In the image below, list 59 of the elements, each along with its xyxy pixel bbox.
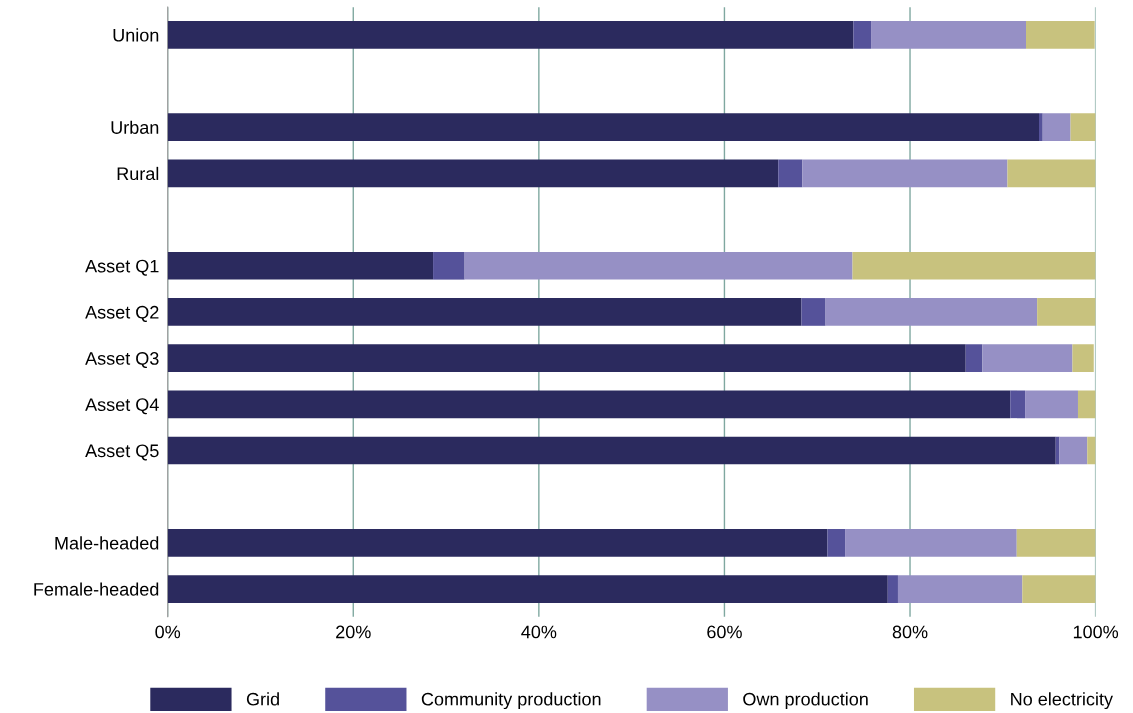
bar	[167, 436, 1056, 465]
bar	[887, 575, 898, 603]
bar	[852, 251, 1096, 280]
legend-label: Grid	[246, 692, 279, 706]
y-tick-label: Asset Q4	[85, 398, 159, 415]
bar	[1087, 436, 1096, 465]
bar	[167, 159, 779, 188]
bar	[1007, 159, 1096, 188]
bar	[167, 344, 966, 372]
bar	[845, 529, 1017, 557]
bar	[982, 344, 1073, 372]
bar	[871, 20, 1027, 49]
bar	[167, 390, 1011, 419]
bar	[1026, 20, 1095, 49]
bar	[464, 251, 853, 280]
bar	[1042, 113, 1071, 142]
bar	[167, 20, 854, 49]
bar	[1072, 344, 1094, 372]
x-tick-label: 40%	[521, 625, 557, 639]
bar	[1039, 113, 1043, 142]
legend-label: Community production	[421, 692, 601, 710]
bar	[167, 529, 828, 557]
y-tick-label: Asset Q1	[85, 259, 159, 276]
y-tick-label: Asset Q5	[85, 444, 159, 461]
x-tick-label: 80%	[892, 625, 928, 639]
bar	[1070, 113, 1096, 142]
x-tick-label: 60%	[707, 625, 742, 639]
legend-label: No electricity	[1011, 692, 1113, 710]
bar	[778, 159, 803, 188]
bar	[167, 113, 1040, 142]
bar	[1025, 390, 1078, 419]
x-tick-label: 0%	[155, 625, 181, 639]
bar	[1010, 390, 1026, 419]
legend-label: Own production	[743, 692, 868, 710]
bar	[1059, 436, 1088, 465]
bar	[433, 251, 465, 280]
y-tick-label: Asset Q2	[85, 305, 159, 322]
y-tick-label: Female-headed	[34, 582, 159, 596]
bar	[1037, 298, 1096, 326]
bar	[853, 20, 872, 49]
bar	[897, 575, 1023, 603]
bar	[167, 298, 802, 326]
bar	[827, 529, 846, 557]
y-tick-label: Union	[113, 28, 159, 42]
bar	[1022, 575, 1096, 603]
bar	[1016, 529, 1096, 557]
bar	[801, 298, 826, 326]
bar	[167, 575, 888, 603]
bar	[965, 344, 983, 372]
y-tick-label: Urban	[111, 120, 159, 134]
bar	[825, 298, 1038, 326]
x-tick-label: 20%	[336, 625, 371, 639]
x-tick-label: 100%	[1073, 625, 1119, 639]
y-tick-label: Male-headed	[55, 536, 159, 550]
y-tick-label: Asset Q3	[85, 352, 159, 369]
bar	[167, 251, 434, 280]
bar	[802, 159, 1008, 188]
y-tick-label: Rural	[117, 166, 159, 181]
bar	[1077, 390, 1096, 419]
